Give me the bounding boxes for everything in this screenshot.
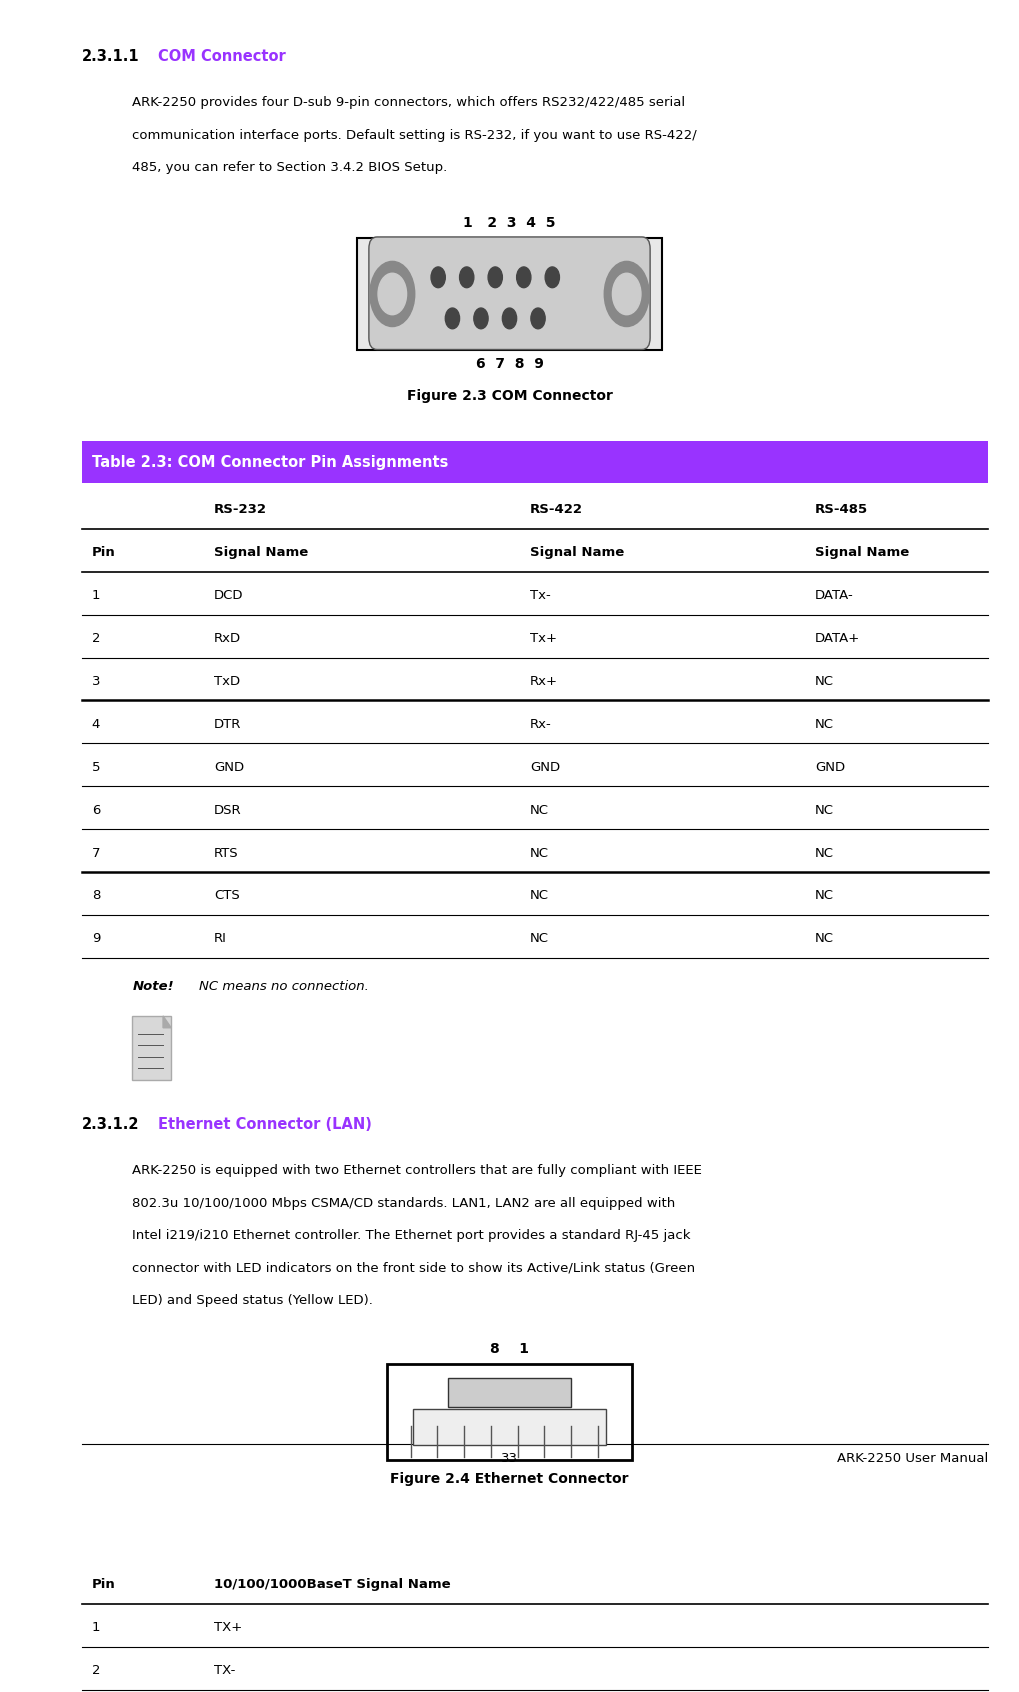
Text: TX+: TX+ xyxy=(214,1621,243,1634)
FancyBboxPatch shape xyxy=(82,1519,988,1562)
Text: Signal Name: Signal Name xyxy=(815,547,909,558)
Text: ARK-2250 provides four D-sub 9-pin connectors, which offers RS232/422/485 serial: ARK-2250 provides four D-sub 9-pin conne… xyxy=(132,96,686,110)
Circle shape xyxy=(604,261,649,327)
Circle shape xyxy=(517,267,531,288)
Text: ARK-2250 is equipped with two Ethernet controllers that are fully compliant with: ARK-2250 is equipped with two Ethernet c… xyxy=(132,1164,702,1178)
Text: DTR: DTR xyxy=(214,717,242,731)
Text: Note!: Note! xyxy=(132,980,174,993)
Text: RI: RI xyxy=(214,932,227,946)
Text: 2.3.1.1: 2.3.1.1 xyxy=(82,49,140,64)
Text: 1   2  3  4  5: 1 2 3 4 5 xyxy=(464,217,555,230)
Text: RS-422: RS-422 xyxy=(530,503,583,516)
Text: 2: 2 xyxy=(92,631,100,645)
Text: GND: GND xyxy=(815,761,846,773)
Text: Table 2.3: COM Connector Pin Assignments: Table 2.3: COM Connector Pin Assignments xyxy=(92,455,448,470)
Text: 33: 33 xyxy=(501,1452,518,1465)
Text: 5: 5 xyxy=(92,761,100,773)
Circle shape xyxy=(460,267,474,288)
FancyBboxPatch shape xyxy=(369,237,650,350)
FancyBboxPatch shape xyxy=(413,1409,606,1445)
Circle shape xyxy=(431,267,445,288)
Text: LED) and Speed status (Yellow LED).: LED) and Speed status (Yellow LED). xyxy=(132,1294,373,1308)
Text: Tx-: Tx- xyxy=(530,589,550,602)
Text: NC: NC xyxy=(530,804,549,817)
Text: RxD: RxD xyxy=(214,631,242,645)
Text: NC means no connection.: NC means no connection. xyxy=(199,980,369,993)
Text: Tx+: Tx+ xyxy=(530,631,556,645)
FancyBboxPatch shape xyxy=(448,1379,571,1408)
Text: COM Connector: COM Connector xyxy=(158,49,285,64)
Text: 485, you can refer to Section 3.4.2 BIOS Setup.: 485, you can refer to Section 3.4.2 BIOS… xyxy=(132,161,447,174)
Circle shape xyxy=(502,308,517,328)
FancyBboxPatch shape xyxy=(357,239,662,350)
Circle shape xyxy=(370,261,415,327)
Text: CTS: CTS xyxy=(214,890,239,902)
Text: GND: GND xyxy=(214,761,245,773)
FancyBboxPatch shape xyxy=(387,1364,632,1460)
Text: NC: NC xyxy=(815,890,835,902)
Text: 9: 9 xyxy=(92,932,100,946)
Text: 8: 8 xyxy=(92,890,100,902)
Text: 6  7  8  9: 6 7 8 9 xyxy=(476,357,543,371)
Text: Rx+: Rx+ xyxy=(530,675,557,687)
Text: DATA+: DATA+ xyxy=(815,631,860,645)
Text: NC: NC xyxy=(815,675,835,687)
Text: ARK-2250 User Manual: ARK-2250 User Manual xyxy=(838,1452,988,1465)
Polygon shape xyxy=(163,1015,171,1027)
Text: NC: NC xyxy=(815,932,835,946)
Text: TX-: TX- xyxy=(214,1663,235,1677)
Text: 2.3.1.2: 2.3.1.2 xyxy=(82,1117,139,1132)
Text: Rx-: Rx- xyxy=(530,717,551,731)
Circle shape xyxy=(545,267,559,288)
Text: NC: NC xyxy=(530,846,549,860)
Text: NC: NC xyxy=(815,804,835,817)
Circle shape xyxy=(488,267,502,288)
Text: DCD: DCD xyxy=(214,589,244,602)
Circle shape xyxy=(474,308,488,328)
Text: Pin: Pin xyxy=(92,1579,115,1590)
Text: Pin: Pin xyxy=(92,547,115,558)
Text: NC: NC xyxy=(530,890,549,902)
Text: DSR: DSR xyxy=(214,804,242,817)
Text: 1: 1 xyxy=(92,1621,100,1634)
Text: 7: 7 xyxy=(92,846,100,860)
Text: 2: 2 xyxy=(92,1663,100,1677)
Text: GND: GND xyxy=(530,761,560,773)
Text: Signal Name: Signal Name xyxy=(530,547,624,558)
FancyBboxPatch shape xyxy=(132,1015,171,1079)
FancyBboxPatch shape xyxy=(82,442,988,482)
Text: NC: NC xyxy=(815,846,835,860)
Text: 10/100/1000BaseT Signal Name: 10/100/1000BaseT Signal Name xyxy=(214,1579,450,1590)
Circle shape xyxy=(612,272,641,315)
Text: DATA-: DATA- xyxy=(815,589,854,602)
Text: 4: 4 xyxy=(92,717,100,731)
Text: RS-232: RS-232 xyxy=(214,503,267,516)
Text: Ethernet Connector (LAN): Ethernet Connector (LAN) xyxy=(158,1117,372,1132)
Text: NC: NC xyxy=(530,932,549,946)
Text: 1: 1 xyxy=(92,589,100,602)
Text: Intel i219/i210 Ethernet controller. The Ethernet port provides a standard RJ-45: Intel i219/i210 Ethernet controller. The… xyxy=(132,1228,691,1242)
Text: 8    1: 8 1 xyxy=(490,1342,529,1355)
Text: NC: NC xyxy=(815,717,835,731)
Text: Table 2.4: Ethernet  Pin Assignments: Table 2.4: Ethernet Pin Assignments xyxy=(92,1533,398,1548)
Circle shape xyxy=(531,308,545,328)
Circle shape xyxy=(378,272,407,315)
Text: communication interface ports. Default setting is RS-232, if you want to use RS-: communication interface ports. Default s… xyxy=(132,129,697,142)
Circle shape xyxy=(445,308,460,328)
Text: Figure 2.4 Ethernet Connector: Figure 2.4 Ethernet Connector xyxy=(390,1472,629,1486)
Text: connector with LED indicators on the front side to show its Active/Link status (: connector with LED indicators on the fro… xyxy=(132,1262,696,1274)
Text: Signal Name: Signal Name xyxy=(214,547,308,558)
Text: Figure 2.3 COM Connector: Figure 2.3 COM Connector xyxy=(407,389,612,403)
Text: 3: 3 xyxy=(92,675,100,687)
Text: RTS: RTS xyxy=(214,846,238,860)
Text: RS-485: RS-485 xyxy=(815,503,868,516)
Text: 6: 6 xyxy=(92,804,100,817)
Text: 802.3u 10/100/1000 Mbps CSMA/CD standards. LAN1, LAN2 are all equipped with: 802.3u 10/100/1000 Mbps CSMA/CD standard… xyxy=(132,1196,676,1210)
Text: TxD: TxD xyxy=(214,675,240,687)
